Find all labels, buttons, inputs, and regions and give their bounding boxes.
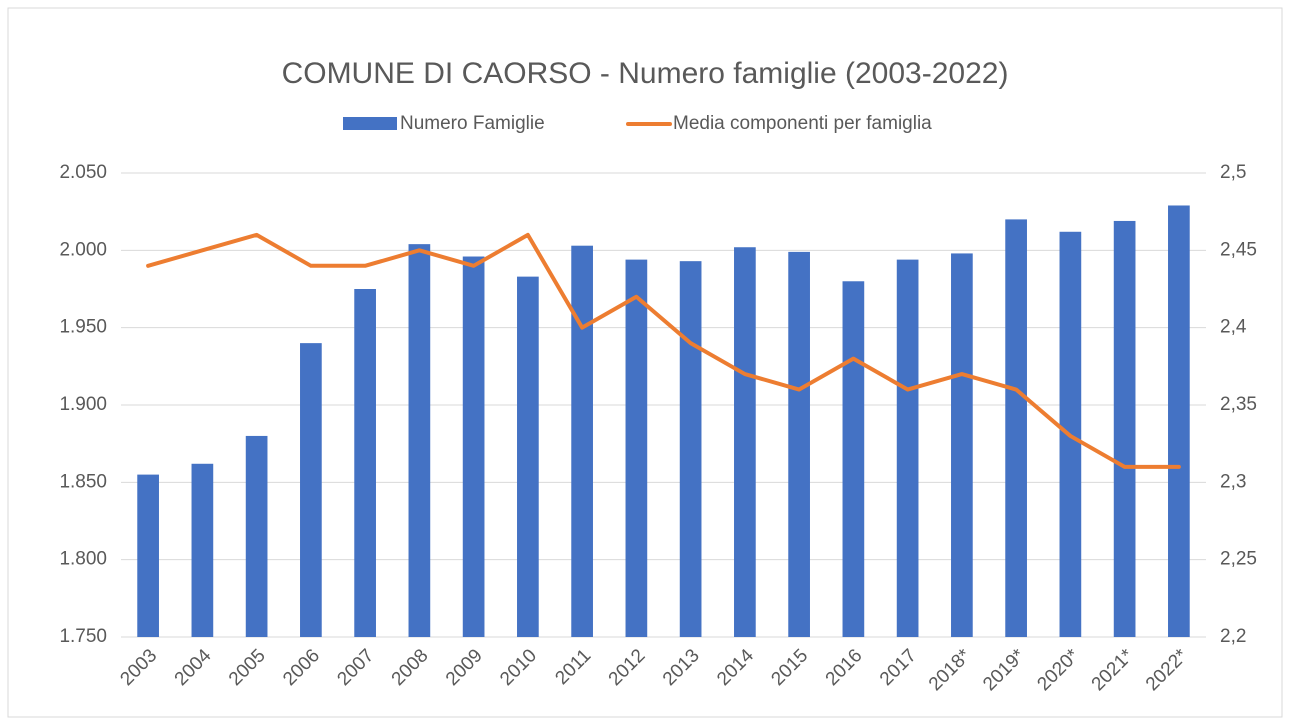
bar bbox=[354, 289, 376, 637]
y2-tick-label: 2,4 bbox=[1220, 317, 1247, 338]
bar bbox=[1168, 205, 1190, 638]
y2-tick-label: 2,2 bbox=[1220, 626, 1246, 647]
chart-title: COMUNE DI CAORSO - Numero famiglie (2003… bbox=[282, 57, 1009, 90]
bar bbox=[1005, 219, 1027, 637]
bar bbox=[517, 276, 539, 637]
y2-tick-label: 2,25 bbox=[1220, 549, 1257, 570]
bar bbox=[300, 343, 322, 637]
y2-tick-label: 2,35 bbox=[1220, 394, 1257, 415]
bar bbox=[571, 245, 593, 637]
y-tick-label: 1.950 bbox=[59, 317, 107, 338]
bar bbox=[842, 281, 865, 637]
bar bbox=[462, 256, 485, 637]
bar bbox=[625, 259, 648, 637]
bar bbox=[734, 247, 756, 638]
bar bbox=[408, 244, 431, 637]
legend-label: Media componenti per famiglia bbox=[673, 113, 932, 134]
bar bbox=[951, 253, 973, 637]
bar bbox=[679, 261, 702, 637]
y-tick-label: 2.050 bbox=[59, 162, 107, 183]
y-tick-label: 1.850 bbox=[59, 471, 107, 492]
bar bbox=[245, 435, 268, 637]
bar bbox=[191, 463, 214, 637]
legend-label: Numero Famiglie bbox=[400, 113, 545, 134]
y-tick-label: 2.000 bbox=[59, 239, 107, 260]
y-tick-label: 1.750 bbox=[59, 626, 107, 647]
y-tick-label: 1.800 bbox=[59, 549, 107, 570]
bar bbox=[137, 474, 159, 637]
bar bbox=[788, 251, 810, 637]
y2-tick-label: 2,3 bbox=[1220, 471, 1246, 492]
y-tick-label: 1.900 bbox=[59, 394, 107, 415]
bar bbox=[1113, 220, 1136, 638]
line bbox=[146, 232, 1181, 469]
bar bbox=[896, 259, 919, 637]
y2-tick-label: 2,45 bbox=[1220, 239, 1257, 260]
legend-swatch bbox=[343, 117, 397, 130]
y2-tick-label: 2,5 bbox=[1220, 162, 1246, 183]
